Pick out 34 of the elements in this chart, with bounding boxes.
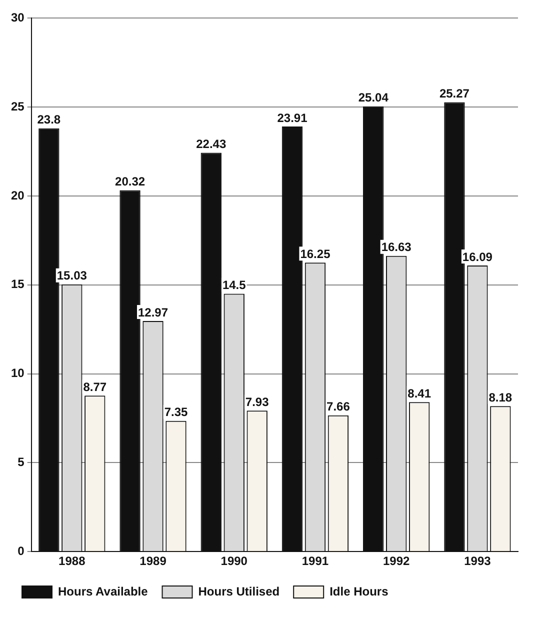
data-label: 7.35 — [164, 405, 188, 420]
data-label: 23.91 — [277, 110, 308, 125]
x-tick-label: 1991 — [302, 554, 329, 568]
x-tick-label: 1989 — [140, 554, 167, 568]
y-tick-label: 10 — [10, 366, 25, 380]
y-tick-label: 15 — [10, 277, 25, 292]
x-tick-label: 1993 — [464, 554, 492, 568]
legend-label: Hours Available — [58, 584, 148, 598]
data-label: 7.66 — [326, 400, 350, 414]
data-label: 16.25 — [300, 246, 331, 261]
data-label: 14.5 — [222, 278, 246, 292]
x-tick-label: 1992 — [382, 554, 410, 568]
data-label: 20.32 — [115, 174, 146, 189]
data-label: 15.03 — [56, 268, 88, 283]
y-tick-label: 30 — [10, 10, 25, 25]
data-label: 23.8 — [37, 112, 61, 127]
x-tick-label: 1990 — [220, 554, 248, 568]
y-tick-label: 0 — [18, 544, 25, 558]
x-tick-label: 1988 — [58, 554, 86, 568]
legend-label: Idle Hours — [330, 584, 389, 598]
y-tick-label: 20 — [10, 188, 25, 202]
legend-label: Hours Utilised — [198, 584, 280, 598]
data-label: 7.93 — [245, 394, 270, 409]
data-label: 25.27 — [439, 86, 470, 101]
data-label: 22.43 — [196, 137, 226, 152]
y-tick-label: 5 — [18, 455, 25, 470]
data-label: 8.41 — [408, 386, 432, 400]
data-label: 25.04 — [358, 90, 389, 105]
data-label: 12.97 — [138, 305, 168, 320]
data-label: 8.18 — [488, 390, 512, 404]
data-label: 16.09 — [462, 250, 493, 264]
data-label: 8.77 — [83, 380, 107, 394]
data-label: 16.63 — [381, 240, 412, 254]
y-tick-label: 25 — [10, 99, 25, 114]
